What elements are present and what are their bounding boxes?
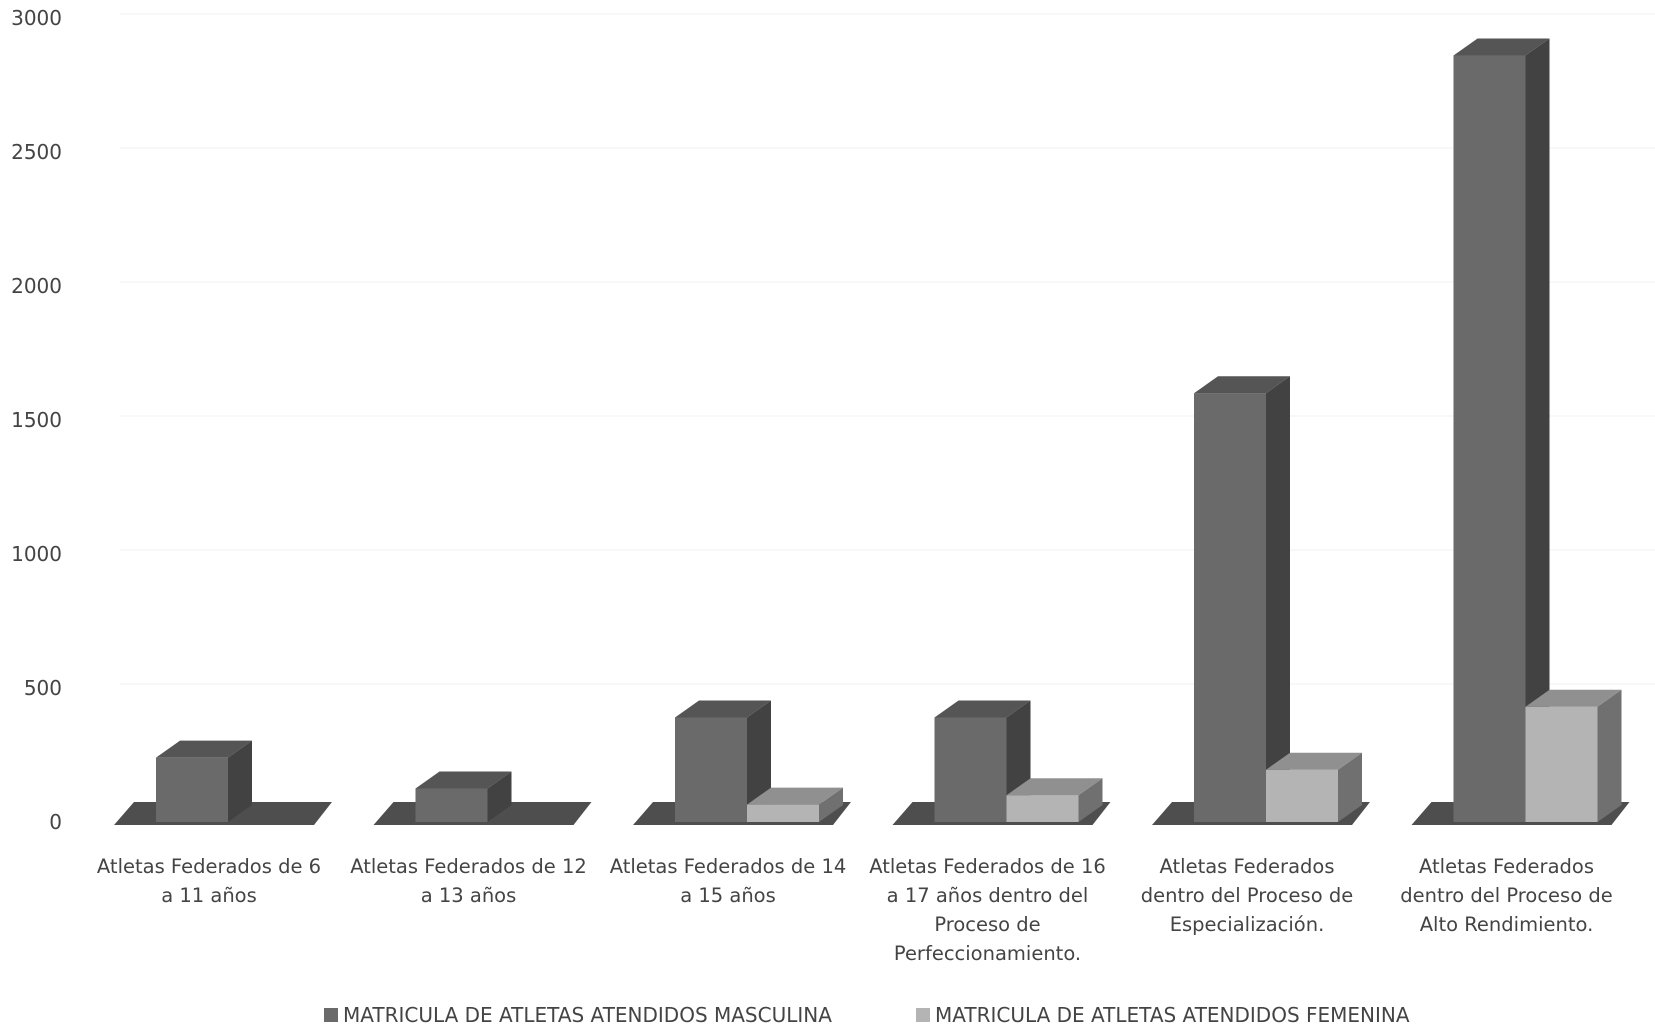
category-label: Atletas Federados de 6	[97, 855, 321, 878]
bar-top	[1006, 778, 1103, 796]
bar-front	[1266, 769, 1338, 822]
bar-top	[934, 700, 1031, 718]
bar-front	[675, 717, 747, 822]
category-label: a 11 años	[161, 884, 257, 907]
category-label: Atletas Federados	[1160, 855, 1335, 878]
plot-area	[114, 38, 1630, 825]
category-label: Atletas Federados de 16	[869, 855, 1106, 878]
legend-swatch	[916, 1008, 930, 1022]
bar-masculina	[675, 700, 771, 822]
category-label: Especialización.	[1170, 913, 1325, 936]
category-label: Perfeccionamiento.	[894, 942, 1081, 965]
category-label: Atletas Federados de 12	[350, 855, 587, 878]
legend-label: MATRICULA DE ATLETAS ATENDIDOS FEMENINA	[935, 1003, 1410, 1027]
bar-top	[1525, 689, 1622, 707]
legend-label: MATRICULA DE ATLETAS ATENDIDOS MASCULINA	[343, 1003, 832, 1027]
bar-side	[819, 787, 843, 822]
bar-femenina	[1006, 778, 1103, 822]
legend: MATRICULA DE ATLETAS ATENDIDOS MASCULINA…	[324, 1003, 1410, 1027]
category-label: Atletas Federados de 14	[610, 855, 847, 878]
bar-front	[934, 717, 1007, 822]
category-label: dentro del Proceso de	[1141, 884, 1353, 907]
y-tick-label: 3000	[11, 6, 62, 30]
y-tick-label: 1500	[11, 408, 62, 432]
category-label: a 15 años	[680, 884, 776, 907]
bar-femenina	[1266, 752, 1362, 822]
bar-side	[1597, 689, 1622, 822]
bar-top	[1194, 376, 1290, 394]
bar-side	[228, 740, 252, 822]
bar-side	[1078, 778, 1103, 822]
y-tick-label: 0	[49, 810, 62, 834]
bar-femenina	[747, 787, 843, 822]
bar-masculina	[1453, 38, 1550, 822]
category-label: Atletas Federados	[1419, 855, 1594, 878]
bar-top	[156, 740, 252, 758]
bar-front	[1453, 55, 1526, 822]
bar-front	[1006, 795, 1079, 822]
bar-front	[415, 788, 488, 822]
category-label: Alto Rendimiento.	[1420, 913, 1594, 936]
bar-femenina	[1525, 689, 1622, 822]
bar-front	[747, 804, 819, 822]
y-tick-label: 500	[24, 676, 62, 700]
y-axis: 0 500 1000 1500 2000 2500 3000	[11, 6, 62, 834]
bar-side	[1525, 38, 1550, 822]
bar-top	[1453, 38, 1550, 56]
bar-side	[747, 700, 771, 822]
bar-masculina	[415, 771, 512, 822]
bar-top	[1266, 752, 1362, 770]
category-label: a 17 años dentro del	[887, 884, 1089, 907]
x-axis: Atletas Federados de 6 a 11 años Atletas F…	[97, 855, 1613, 965]
y-tick-label: 2000	[11, 274, 62, 298]
bar-side	[1338, 752, 1362, 822]
category-label: dentro del Proceso de	[1400, 884, 1612, 907]
gridlines	[120, 13, 1655, 685]
bar-top	[675, 700, 771, 718]
bar-front	[156, 757, 228, 822]
legend-swatch	[324, 1008, 338, 1022]
category-label: a 13 años	[421, 884, 517, 907]
y-tick-label: 2500	[11, 140, 62, 164]
bar-side	[1266, 376, 1290, 822]
bar-masculina	[156, 740, 252, 822]
bar-front	[1525, 706, 1598, 822]
bar-masculina	[1194, 376, 1290, 822]
y-tick-label: 1000	[11, 542, 62, 566]
bar-front	[1194, 393, 1266, 822]
bar-top	[747, 787, 843, 805]
bar-top	[415, 771, 512, 789]
category-label: Proceso de	[934, 913, 1040, 936]
bar-side	[487, 771, 512, 822]
